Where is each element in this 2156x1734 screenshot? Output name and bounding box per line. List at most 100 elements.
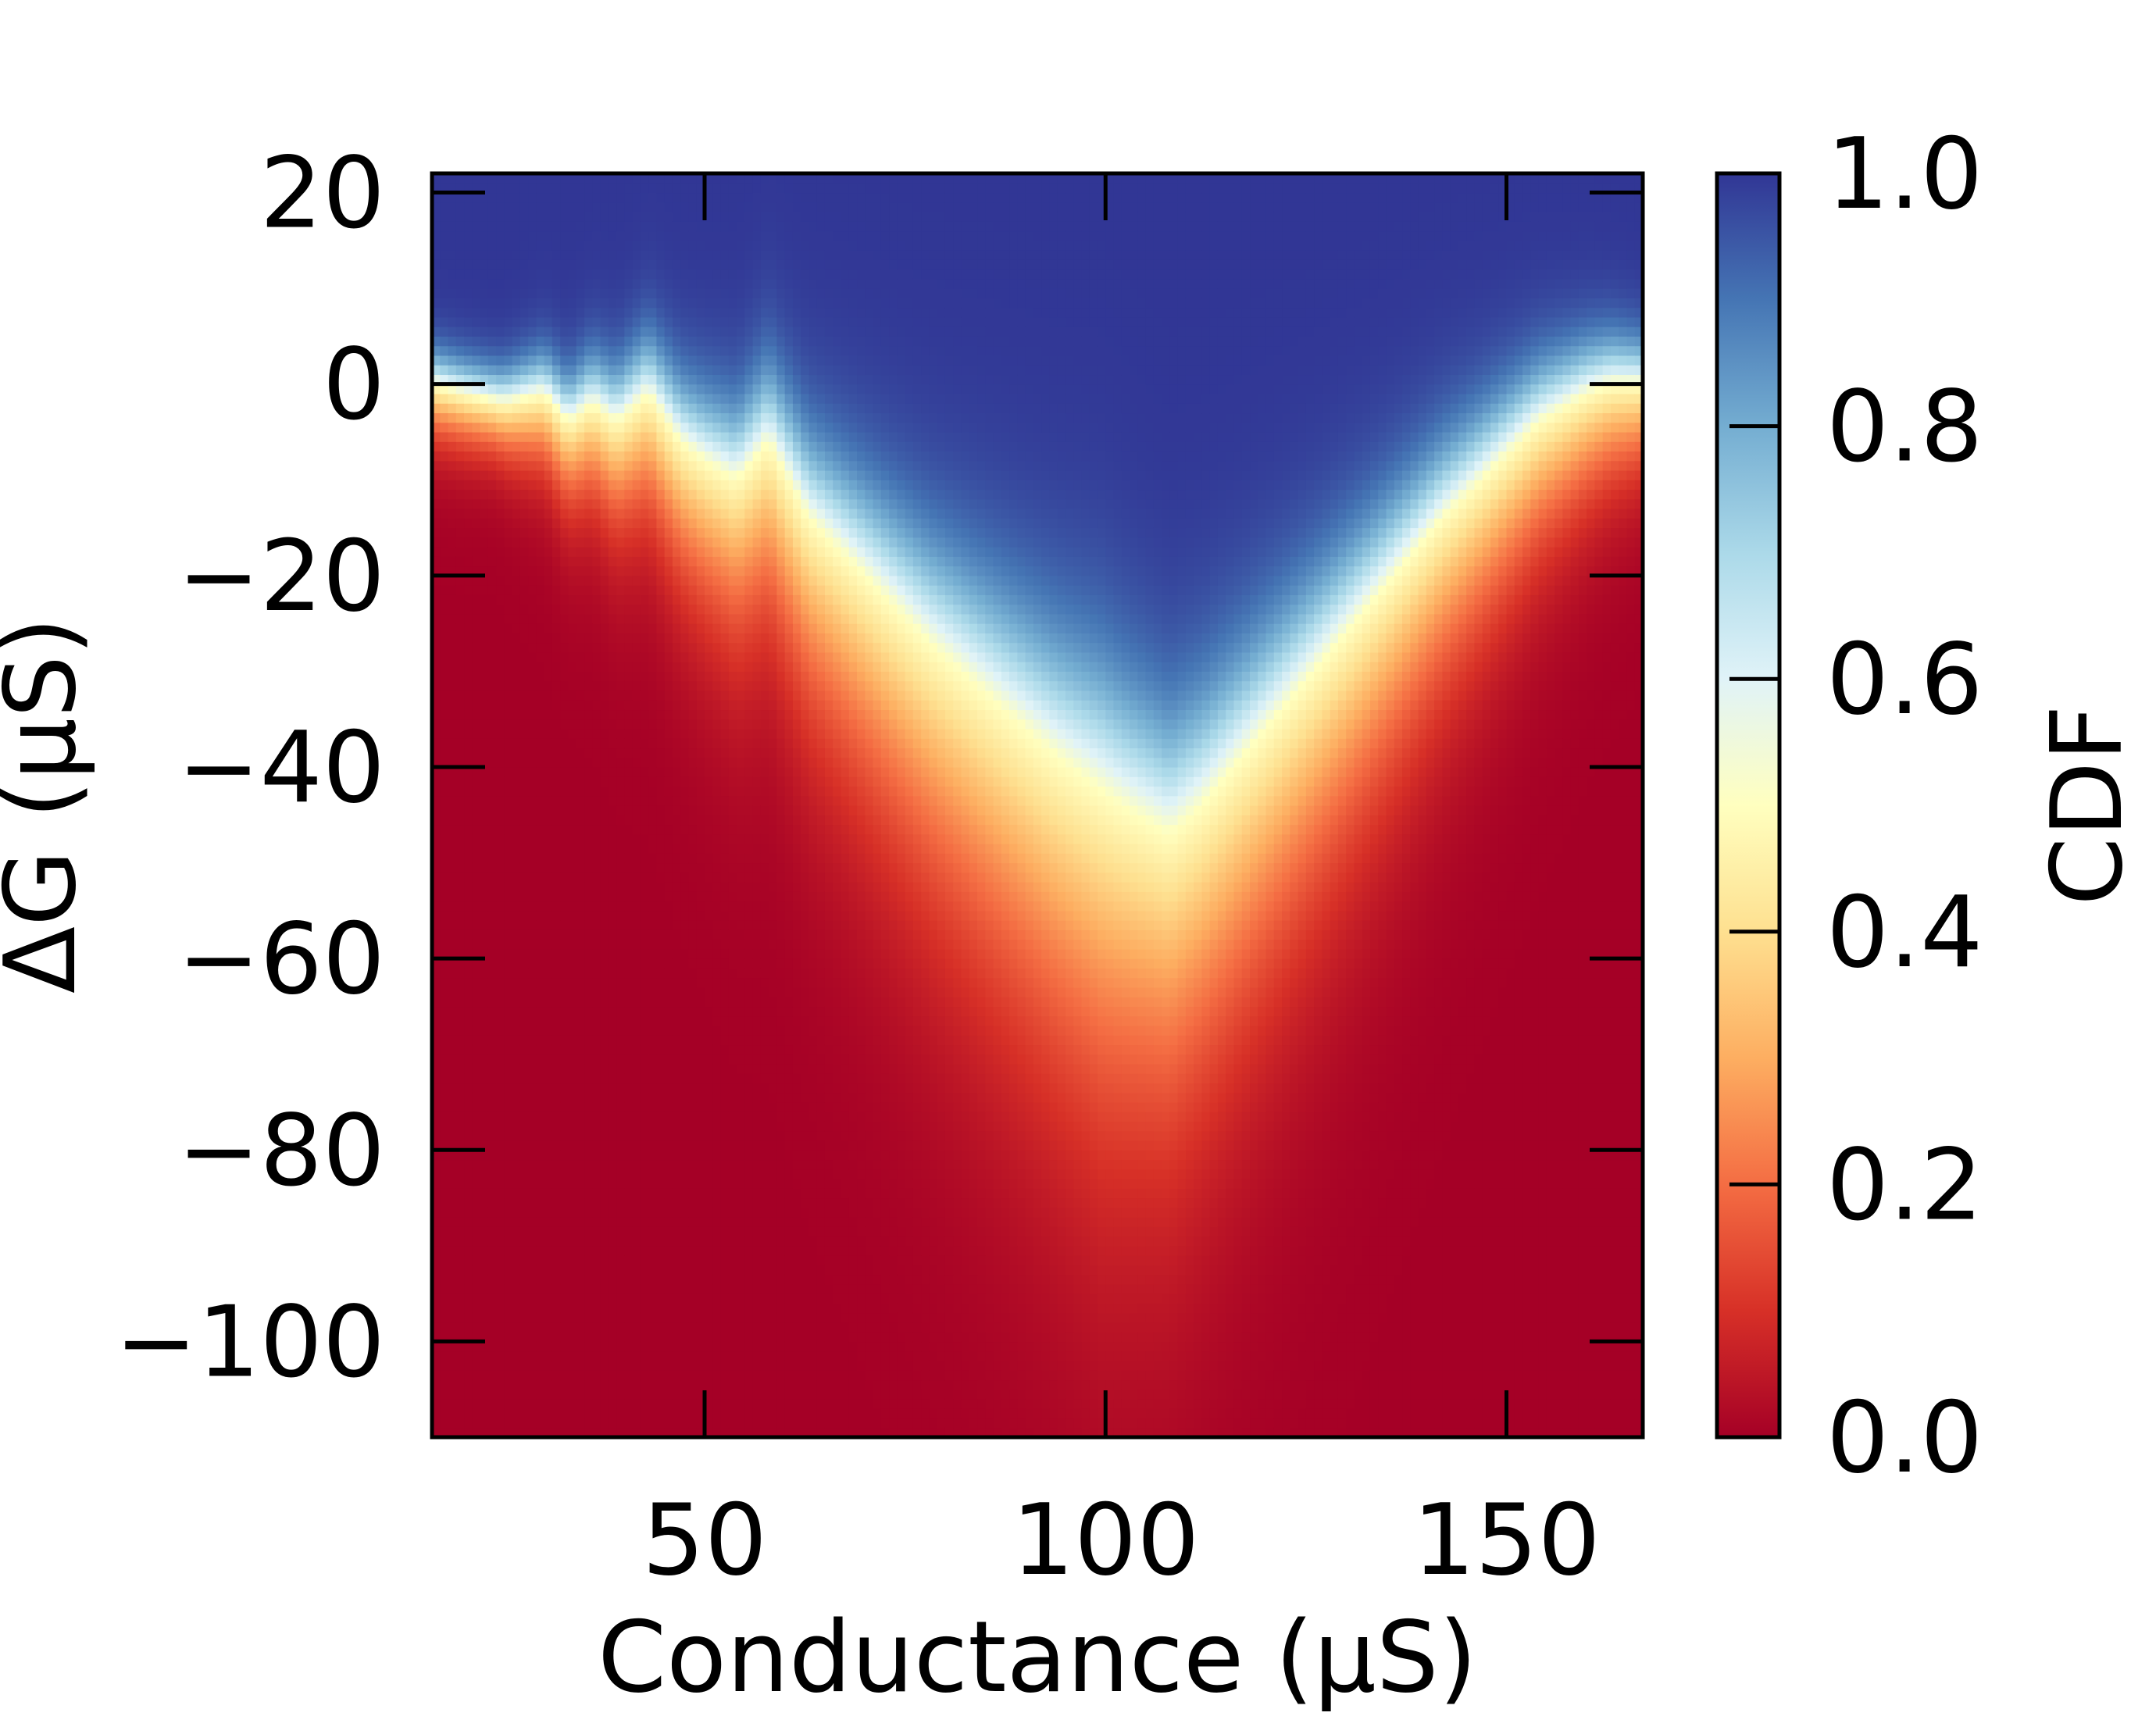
heatmap-cell [640,1207,649,1218]
heatmap-cell [504,948,513,959]
heatmap-cell [519,968,529,979]
heatmap-cell [528,1350,537,1361]
heatmap-cell [696,948,705,959]
heatmap-cell [512,776,521,787]
heatmap-cell [528,173,537,184]
heatmap-cell [568,1418,577,1429]
heatmap-cell [640,240,649,251]
heatmap-cell [455,298,465,309]
heatmap-cell [560,1179,569,1189]
heatmap-cell [720,1379,730,1390]
heatmap-cell [544,202,553,212]
heatmap-cell [696,1283,705,1294]
heatmap-cell [672,326,681,337]
heatmap-cell [440,882,449,892]
heatmap-cell [705,355,713,366]
heatmap-cell [512,412,521,423]
heatmap-cell [680,547,690,557]
heatmap-cell [504,920,513,930]
heatmap-cell [720,1130,730,1141]
heatmap-cell [616,259,625,270]
heatmap-cell [616,1312,625,1323]
heatmap-cell [640,1322,649,1333]
heatmap-cell [632,1370,641,1381]
heatmap-cell [680,1188,690,1199]
heatmap-cell [519,1312,529,1323]
heatmap-cell [696,173,705,184]
heatmap-cell [696,882,705,892]
heatmap-cell [544,1121,553,1132]
heatmap-cell [512,1054,521,1065]
heatmap-cell [584,1274,593,1285]
heatmap-cell [688,278,698,289]
heatmap-cell [472,480,481,491]
heatmap-cell [696,451,705,462]
heatmap-cell [576,1015,585,1026]
heatmap-cell [487,183,497,194]
heatmap-cell [464,633,473,644]
heatmap-cell [472,192,481,203]
heatmap-cell [432,422,441,433]
heatmap-cell [624,1159,634,1170]
heatmap-cell [496,537,505,548]
heatmap-cell [496,345,505,356]
heatmap-cell [544,1322,553,1333]
heatmap-cell [464,1006,473,1017]
heatmap-cell [544,1236,553,1247]
heatmap-cell [720,489,730,500]
heatmap-cell [584,844,593,854]
heatmap-cell [504,212,513,222]
heatmap-cell [455,709,465,720]
heatmap-cell [496,1025,505,1036]
heatmap-cell [608,575,617,586]
heatmap-cell [551,355,561,366]
heatmap-cell [680,1140,690,1151]
heatmap-cell [728,1350,737,1361]
heatmap-cell [648,920,658,930]
heatmap-cell [480,1418,489,1429]
heatmap-cell [528,604,537,615]
heatmap-cell [536,1054,545,1065]
heatmap-cell [448,1121,457,1132]
heatmap-cell [464,469,473,480]
heatmap-cell [592,422,601,433]
heatmap-cell [551,1265,561,1276]
heatmap-cell [624,977,634,988]
heatmap-cell [600,1130,609,1141]
heatmap-cell [544,997,553,1008]
heatmap-cell [664,431,673,442]
heatmap-cell [728,1360,737,1371]
heatmap-cell [720,518,730,529]
heatmap-cell [656,901,666,912]
heatmap-cell [528,728,537,739]
heatmap-cell [536,518,545,529]
heatmap-cell [551,1418,561,1429]
heatmap-cell [487,1245,497,1256]
heatmap-cell [616,250,625,260]
heatmap-cell [519,1006,529,1017]
heatmap-cell [664,422,673,433]
heatmap-cell [455,1101,465,1112]
heatmap-cell [672,537,681,548]
heatmap-cell [672,776,681,787]
heatmap-cell [712,604,722,615]
heatmap-cell [472,1236,481,1247]
heatmap-cell [519,862,529,873]
heatmap-cell [592,1236,601,1247]
heatmap-cell [680,1245,690,1256]
heatmap-cell [712,278,722,289]
heatmap-cell [519,431,529,442]
heatmap-cell [544,920,553,930]
heatmap-cell [551,460,561,471]
heatmap-cell [528,1140,537,1151]
heatmap-cell [640,747,649,758]
heatmap-cell [536,766,545,777]
heatmap-cell [472,469,481,480]
heatmap-cell [536,547,545,557]
heatmap-cell [640,690,649,701]
heatmap-cell [480,853,489,864]
heatmap-cell [551,259,561,270]
heatmap-cell [616,1217,625,1227]
heatmap-cell [664,1054,673,1065]
heatmap-cell [688,1063,698,1074]
